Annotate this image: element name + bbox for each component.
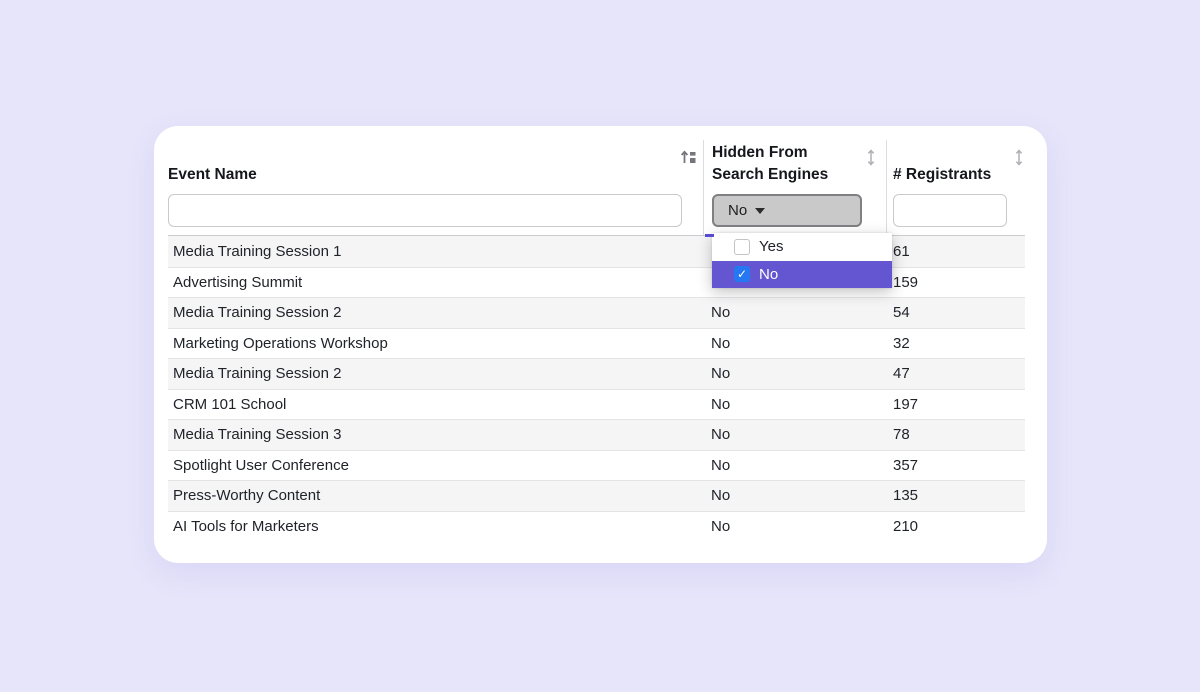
registrants-cell: 32 bbox=[893, 334, 910, 352]
column-header-event-name: Event Name bbox=[168, 166, 257, 183]
dropdown-focus-notch bbox=[705, 234, 714, 237]
event-name-cell: Media Training Session 1 bbox=[173, 242, 342, 260]
table-header: Event Name Hidden From Search Engines # … bbox=[168, 140, 1025, 236]
table-row: Media Training Session 3 No 78 bbox=[168, 419, 1025, 450]
registrants-cell: 47 bbox=[893, 365, 910, 383]
hidden-cell: No bbox=[711, 395, 731, 413]
table-row: Media Training Session 1 No 61 bbox=[168, 236, 1025, 267]
table-row: Advertising Summit No 159 bbox=[168, 266, 1025, 297]
event-name-cell: Advertising Summit bbox=[173, 273, 303, 291]
registrants-cell: 357 bbox=[893, 456, 919, 474]
dropdown-option-no[interactable]: ✓ No bbox=[712, 260, 892, 288]
event-name-cell: CRM 101 School bbox=[173, 395, 287, 413]
table-row: Spotlight User Conference No 357 bbox=[168, 449, 1025, 480]
registrants-cell: 159 bbox=[893, 273, 919, 291]
table-row: AI Tools for Marketers No 210 bbox=[168, 510, 1025, 541]
table-row: Media Training Session 2 No 54 bbox=[168, 297, 1025, 328]
hidden-cell: No bbox=[711, 487, 731, 505]
sort-alpha-icon[interactable] bbox=[679, 148, 698, 172]
event-name-cell: Media Training Session 2 bbox=[173, 304, 342, 322]
dropdown-option-yes[interactable]: Yes bbox=[712, 233, 892, 261]
event-name-filter-input[interactable] bbox=[168, 194, 682, 227]
hidden-cell: No bbox=[711, 304, 731, 322]
checkbox-unchecked-icon[interactable] bbox=[734, 238, 750, 255]
events-table: Event Name Hidden From Search Engines # … bbox=[168, 140, 1025, 541]
table-body: Media Training Session 1 No 61 Advertisi… bbox=[168, 236, 1025, 541]
sort-vertical-arrows-icon[interactable] bbox=[865, 148, 877, 172]
event-name-cell: Marketing Operations Workshop bbox=[173, 334, 388, 352]
hidden-cell: No bbox=[711, 456, 731, 474]
registrants-filter-input[interactable] bbox=[893, 194, 1007, 227]
hidden-cell: No bbox=[711, 365, 731, 383]
hidden-cell: No bbox=[711, 426, 731, 444]
event-name-cell: Media Training Session 3 bbox=[173, 426, 342, 444]
table-row: Media Training Session 2 No 47 bbox=[168, 358, 1025, 389]
registrants-cell: 54 bbox=[893, 304, 910, 322]
event-name-cell: AI Tools for Marketers bbox=[173, 517, 319, 535]
registrants-cell: 197 bbox=[893, 395, 919, 413]
dropdown-selected-value: No bbox=[728, 202, 748, 219]
registrants-cell: 210 bbox=[893, 517, 919, 535]
registrants-cell: 135 bbox=[893, 487, 919, 505]
table-row: CRM 101 School No 197 bbox=[168, 388, 1025, 419]
hidden-cell: No bbox=[711, 334, 731, 352]
hidden-cell: No bbox=[711, 517, 731, 535]
registrants-cell: 78 bbox=[893, 426, 910, 444]
dropdown-option-label: Yes bbox=[759, 238, 784, 256]
registrants-cell: 61 bbox=[893, 242, 910, 260]
column-header-hidden-from-search-engines: Hidden From Search Engines bbox=[712, 144, 829, 183]
column-header-registrants: # Registrants bbox=[893, 166, 992, 183]
dropdown-option-label: No bbox=[759, 265, 779, 283]
chevron-down-icon bbox=[755, 207, 766, 214]
event-name-cell: Media Training Session 2 bbox=[173, 365, 342, 383]
sort-vertical-arrows-icon[interactable] bbox=[1013, 148, 1025, 172]
table-row: Marketing Operations Workshop No 32 bbox=[168, 327, 1025, 358]
event-name-cell: Press-Worthy Content bbox=[173, 487, 321, 505]
events-table-card: Event Name Hidden From Search Engines # … bbox=[154, 126, 1047, 563]
table-row: Press-Worthy Content No 135 bbox=[168, 480, 1025, 511]
checkbox-checked-icon[interactable]: ✓ bbox=[734, 266, 750, 283]
hidden-filter-dropdown-menu: Yes ✓ No bbox=[712, 233, 892, 288]
event-name-cell: Spotlight User Conference bbox=[173, 456, 349, 474]
hidden-filter-dropdown-button[interactable]: No bbox=[712, 194, 862, 227]
